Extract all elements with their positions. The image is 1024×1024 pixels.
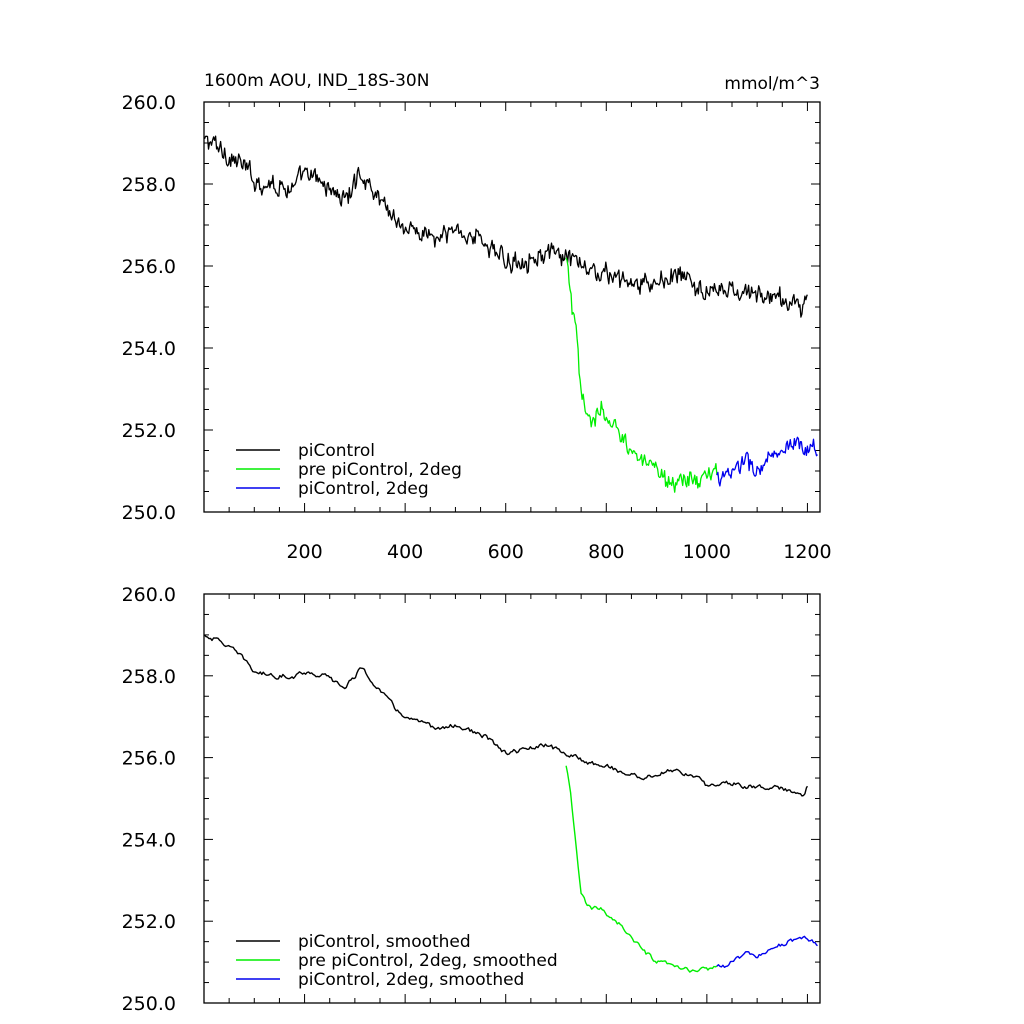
y-tick-label: 252.0 [122, 911, 176, 933]
plot-frame [203, 101, 821, 513]
y-tick-label: 256.0 [122, 748, 176, 770]
legend-label: pre piControl, 2deg, smoothed [298, 951, 558, 971]
chart-panel-1: 260.0 258.0 256.0 254.0 252.0 250.0 200 400 600 8… [122, 71, 832, 563]
chart-panel-2: 260.0 258.0 256.0 254.0 252.0 250.0 piControl,… [122, 584, 821, 1015]
y-tick-label: 260.0 [122, 584, 176, 606]
x-tick-label: 200 [286, 541, 322, 563]
series-line-3 [716, 436, 818, 487]
x-tick-label: 600 [488, 541, 524, 563]
legend-label: piControl [298, 441, 375, 461]
series-line-2 [565, 257, 718, 493]
y-tick-label: 258.0 [122, 174, 176, 196]
series-line-2 [565, 765, 718, 973]
x-tick-label: 400 [387, 541, 423, 563]
legend-label: pre piControl, 2deg [298, 460, 462, 480]
chart-title: 1600m AOU, IND_18S-30N [204, 71, 429, 91]
y-tick-label: 260.0 [122, 92, 176, 114]
y-tick-label: 252.0 [122, 420, 176, 442]
y-tick-label: 258.0 [122, 666, 176, 688]
x-tick-label: 1200 [783, 541, 831, 563]
y-tick-label: 254.0 [122, 338, 176, 360]
y-tick-label: 250.0 [122, 993, 176, 1015]
series-line-1 [203, 135, 808, 318]
series-line-3 [716, 935, 818, 968]
legend-label: piControl, smoothed [298, 932, 471, 952]
y-tick-label: 256.0 [122, 256, 176, 278]
x-tick-label: 1000 [683, 541, 731, 563]
legend-label: piControl, 2deg, smoothed [298, 970, 524, 990]
x-tick-label: 800 [588, 541, 624, 563]
y-tick-label: 250.0 [122, 502, 176, 524]
units-label: mmol/m^3 [724, 74, 820, 94]
plot-frame [203, 593, 821, 1004]
legend-label: piControl, 2deg [298, 479, 429, 499]
y-tick-label: 254.0 [122, 829, 176, 851]
series-line-1 [203, 634, 809, 797]
